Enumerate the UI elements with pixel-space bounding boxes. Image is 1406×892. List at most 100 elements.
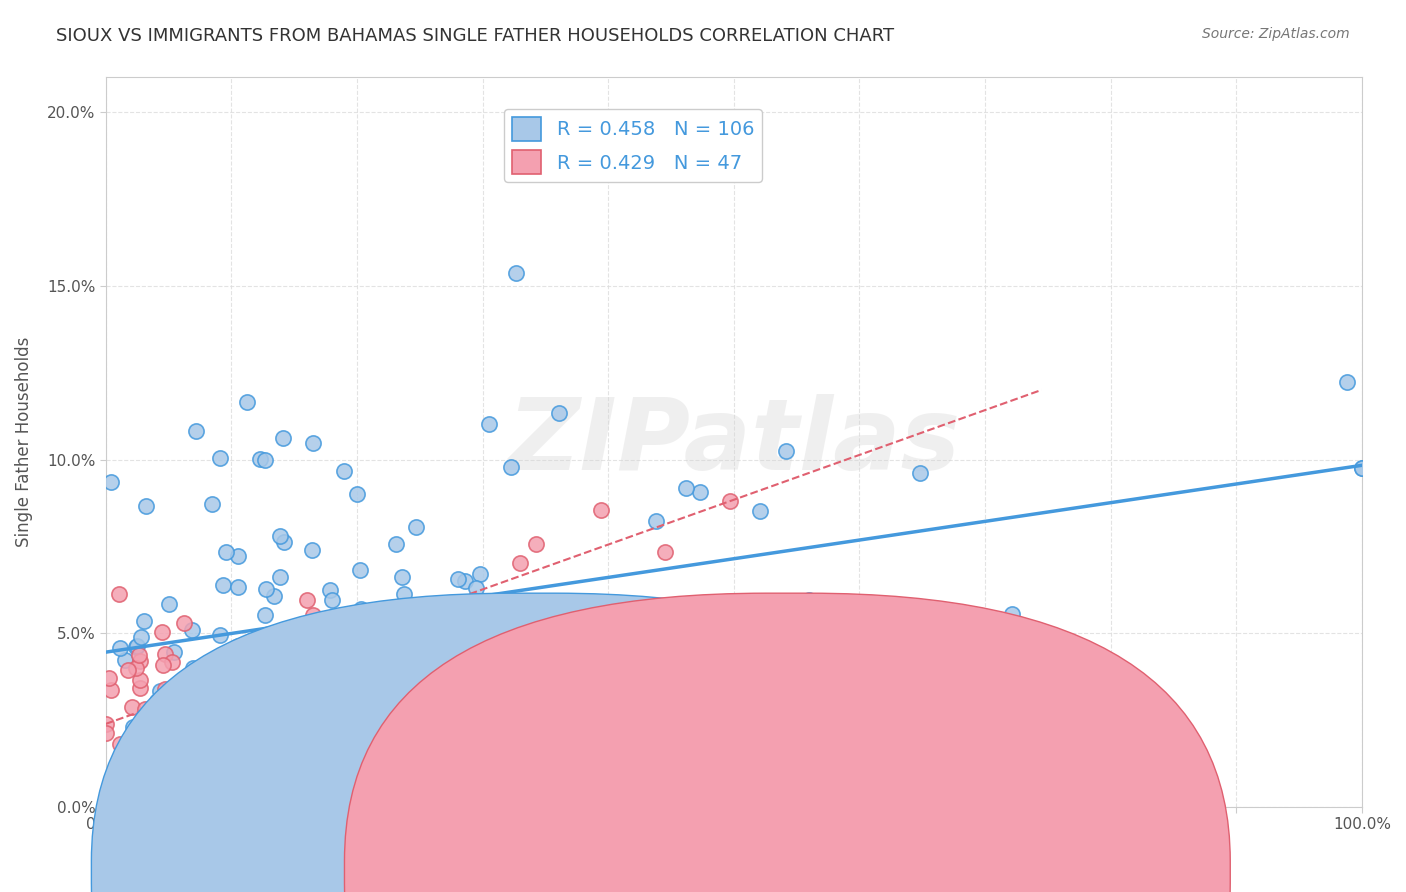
Point (308, 652, 330, 666)
Point (235, 395, 257, 409)
Point (208, 707, 231, 722)
Point (226, 549, 249, 563)
Point (333, 464, 356, 478)
Point (546, 800, 568, 814)
Point (273, 535, 295, 549)
Point (254, 582, 277, 597)
Point (129, 654, 152, 668)
Point (434, 608, 457, 623)
Point (139, 715, 162, 730)
Point (200, 497, 222, 511)
Point (675, 482, 697, 496)
Point (454, 574, 477, 588)
Point (263, 589, 285, 603)
Point (129, 630, 152, 644)
Point (385, 537, 408, 551)
Point (269, 528, 291, 542)
Point (176, 686, 198, 700)
Point (186, 424, 208, 438)
Point (797, 593, 820, 607)
Point (128, 648, 150, 662)
Point (464, 708, 486, 723)
Point (392, 587, 415, 601)
Point (499, 459, 522, 474)
Point (232, 701, 254, 715)
Point (319, 583, 342, 598)
Point (160, 655, 183, 669)
Point (654, 544, 676, 558)
Point (96, 716, 118, 731)
Point (250, 800, 273, 814)
Point (349, 563, 371, 577)
Point (498, 692, 520, 706)
Point (689, 485, 711, 500)
Point (125, 640, 148, 655)
Legend: R = 0.458   N = 106, R = 0.429   N = 47: R = 0.458 N = 106, R = 0.429 N = 47 (505, 109, 762, 182)
Point (226, 580, 249, 594)
Point (547, 406, 569, 420)
Point (301, 543, 323, 558)
Point (478, 417, 501, 432)
Point (136, 735, 159, 749)
Point (457, 637, 479, 651)
Point (589, 503, 612, 517)
Point (208, 451, 231, 466)
Point (267, 793, 290, 807)
Point (217, 670, 239, 684)
Point (727, 606, 749, 620)
Point (226, 639, 249, 653)
Point (152, 657, 174, 672)
Point (155, 800, 177, 814)
Point (524, 537, 547, 551)
Point (302, 608, 325, 623)
Point (100, 475, 122, 489)
Point (176, 800, 198, 814)
Point (162, 645, 184, 659)
Point (1336, 375, 1358, 389)
Point (103, 776, 125, 790)
Point (139, 759, 162, 773)
Point (128, 673, 150, 688)
Point (333, 667, 356, 681)
Point (496, 749, 519, 764)
Point (402, 725, 425, 739)
Point (402, 693, 425, 707)
Point (153, 682, 176, 697)
Point (190, 753, 212, 767)
Point (107, 783, 129, 797)
Point (515, 800, 537, 814)
Point (249, 452, 271, 467)
Point (214, 545, 236, 559)
Point (1351, 461, 1374, 475)
Point (148, 772, 170, 786)
Point (226, 678, 249, 692)
Point (100, 683, 122, 698)
Point (96, 726, 118, 740)
Point (218, 670, 240, 684)
Point (378, 739, 401, 754)
Point (464, 581, 486, 595)
Point (441, 765, 464, 780)
Point (468, 598, 491, 612)
Point (181, 623, 204, 637)
Point (153, 647, 176, 661)
Point (217, 678, 239, 692)
Y-axis label: Single Father Households: Single Father Households (15, 337, 32, 548)
Point (295, 593, 318, 607)
Point (177, 691, 200, 706)
Point (114, 653, 136, 667)
Point (371, 800, 394, 814)
Point (1001, 607, 1024, 621)
Point (107, 587, 129, 601)
Point (108, 641, 131, 656)
Point (644, 514, 666, 528)
Point (295, 713, 318, 727)
Point (775, 443, 797, 458)
Point (204, 673, 226, 688)
Point (264, 657, 287, 672)
Point (139, 800, 162, 814)
Point (125, 660, 148, 674)
Point (191, 693, 214, 707)
Point (221, 755, 243, 769)
Point (135, 499, 157, 513)
